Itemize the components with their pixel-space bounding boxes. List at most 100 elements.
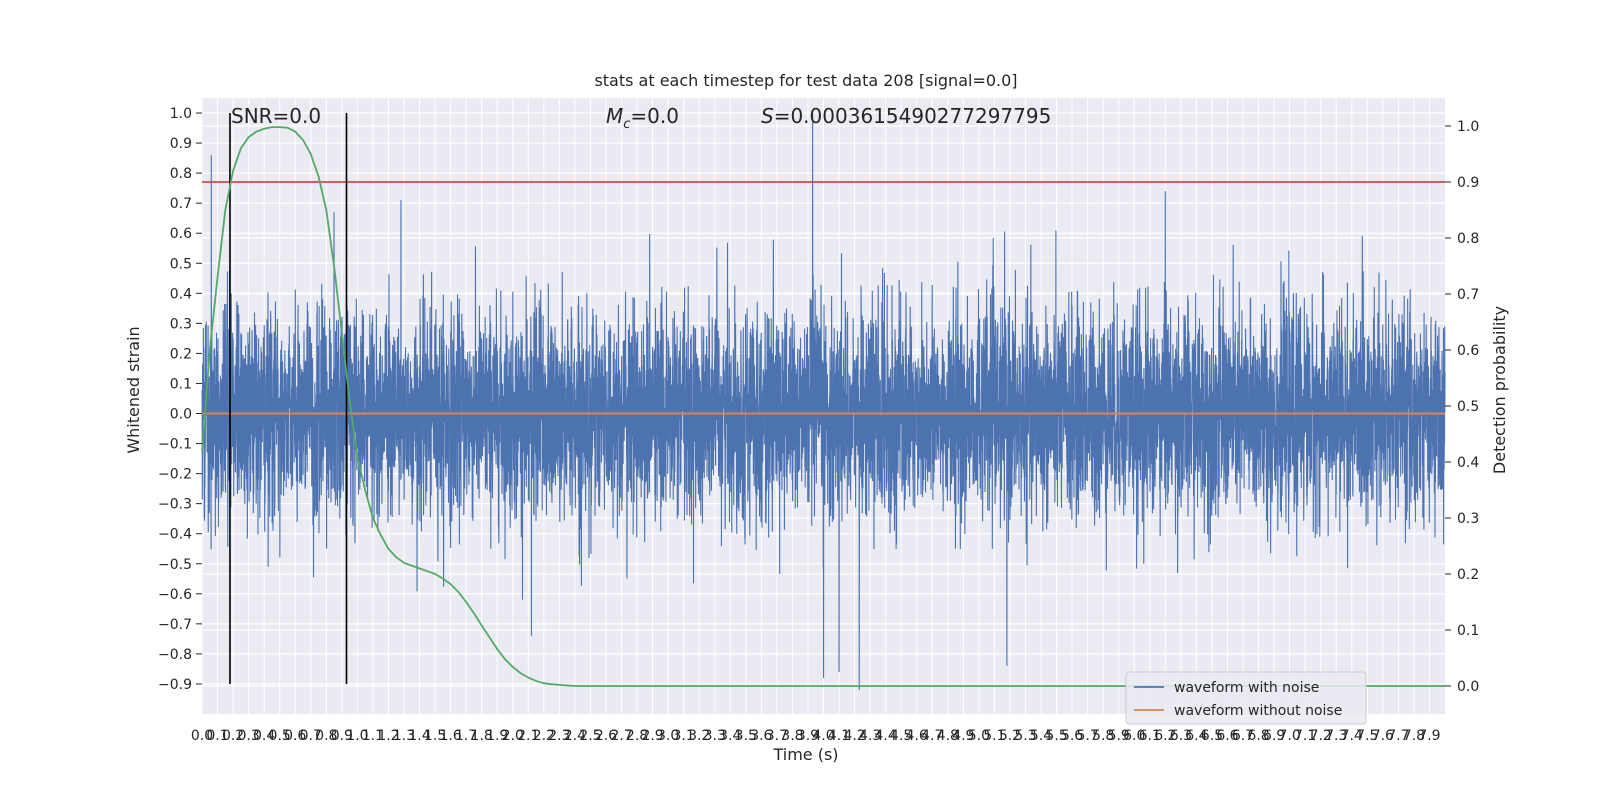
- y-tick-label: −0.9: [158, 677, 192, 693]
- x-tick-label: 0.5: [269, 728, 291, 744]
- y-tick-label: 0.5: [170, 256, 192, 272]
- right-y-tick-label: 0.7: [1457, 287, 1479, 303]
- x-tick-label: 1.9: [486, 728, 508, 744]
- y-tick-label: 0.1: [170, 376, 192, 392]
- y-tick-label: −0.7: [158, 617, 192, 633]
- x-tick-label: 7.6: [1372, 728, 1394, 744]
- x-tick-label: 7.0: [1278, 728, 1300, 744]
- y-tick-label: 0.4: [170, 286, 192, 302]
- mc-annotation: Mc=0.0: [606, 104, 679, 132]
- y-tick-label: 0.0: [170, 407, 192, 423]
- x-tick-label: 2.3: [548, 728, 570, 744]
- legend-box: [1125, 671, 1367, 725]
- y-tick-label: −0.5: [158, 557, 192, 573]
- x-tick-label: 1.7: [455, 728, 477, 744]
- x-tick-label: 6.7: [1232, 728, 1254, 744]
- x-tick-label: 7.3: [1325, 728, 1347, 744]
- x-tick-label: 2.1: [517, 728, 539, 744]
- x-tick-label: 5.7: [1077, 728, 1099, 744]
- x-tick-label: 2.9: [641, 728, 663, 744]
- y-axis-title: Whitened strain: [124, 326, 143, 453]
- y-tick-label: −0.6: [158, 587, 192, 603]
- x-tick-label: 1.4: [408, 728, 430, 744]
- x-tick-label: 0.1: [206, 728, 228, 744]
- x-tick-label: 4.0: [812, 728, 834, 744]
- x-tick-label: 4.5: [890, 728, 912, 744]
- x-tick-label: 7.1: [1294, 728, 1316, 744]
- x-tick-label: 5.3: [1014, 728, 1036, 744]
- x-tick-label: 6.8: [1247, 728, 1269, 744]
- x-tick-label: 4.2: [843, 728, 865, 744]
- x-tick-label: 4.6: [906, 728, 928, 744]
- x-tick-label: 5.9: [1108, 728, 1130, 744]
- y-tick-label: −0.1: [158, 437, 192, 453]
- x-tick-label: 0.7: [300, 728, 322, 744]
- x-tick-label: 3.9: [797, 728, 819, 744]
- y-tick-label: −0.3: [158, 497, 192, 513]
- x-tick-label: 6.3: [1170, 728, 1192, 744]
- x-axis-title: Time (s): [772, 745, 838, 764]
- series-waveform-with-noise: [201, 113, 1446, 690]
- y-tick-label: 0.9: [170, 136, 192, 152]
- legend-entry-label: waveform with noise: [1174, 680, 1319, 696]
- x-tick-label: 3.2: [688, 728, 710, 744]
- x-tick-label: 4.8: [937, 728, 959, 744]
- x-tick-label: 5.8: [1092, 728, 1114, 744]
- x-tick-label: 6.9: [1263, 728, 1285, 744]
- chart-title: stats at each timestep for test data 208…: [594, 71, 1017, 90]
- x-tick-label: 6.5: [1201, 728, 1223, 744]
- right-y-tick-label: 0.1: [1457, 623, 1479, 639]
- x-tick-label: 4.7: [921, 728, 943, 744]
- x-tick-label: 6.4: [1185, 728, 1207, 744]
- x-tick-label: 6.1: [1139, 728, 1161, 744]
- x-tick-label: 5.5: [1045, 728, 1067, 744]
- x-tick-label: 0.6: [284, 728, 306, 744]
- x-tick-label: 1.6: [439, 728, 461, 744]
- y-tick-label: 0.3: [170, 316, 192, 332]
- x-tick-label: 5.0: [968, 728, 990, 744]
- snr-annotation: SNR=0.0: [231, 104, 321, 128]
- x-tick-label: 7.2: [1310, 728, 1332, 744]
- x-tick-label: 4.4: [875, 728, 897, 744]
- x-tick-label: 0.8: [315, 728, 337, 744]
- x-tick-label: 0.9: [331, 728, 353, 744]
- x-tick-label: 5.4: [1030, 728, 1052, 744]
- x-tick-label: 2.2: [533, 728, 555, 744]
- y-tick-label: 0.7: [170, 196, 192, 212]
- x-tick-label: 5.6: [1061, 728, 1083, 744]
- right-y-tick-label: 0.2: [1457, 567, 1479, 583]
- y-tick-label: −0.2: [158, 467, 192, 483]
- y-tick-label: 1.0: [170, 106, 192, 122]
- x-tick-label: 6.6: [1216, 728, 1238, 744]
- legend-entry-label: waveform without noise: [1174, 703, 1342, 719]
- x-tick-label: 6.2: [1154, 728, 1176, 744]
- right-y-tick-label: 0.5: [1457, 399, 1479, 415]
- x-tick-label: 0.4: [253, 728, 275, 744]
- x-tick-label: 4.1: [828, 728, 850, 744]
- x-tick-label: 1.8: [471, 728, 493, 744]
- x-tick-label: 7.5: [1356, 728, 1378, 744]
- y-tick-label: 0.6: [170, 226, 192, 242]
- y-tick-label: 0.2: [170, 346, 192, 362]
- right-y-tick-label: 0.8: [1457, 231, 1479, 247]
- right-y-tick-label: 0.4: [1457, 455, 1479, 471]
- x-tick-label: 2.6: [595, 728, 617, 744]
- s-annotation: S=0.0003615490277297795: [761, 104, 1051, 128]
- y-tick-label: 0.8: [170, 166, 192, 182]
- x-tick-label: 4.3: [859, 728, 881, 744]
- right-y-tick-label: 0.6: [1457, 343, 1479, 359]
- x-tick-label: 4.9: [952, 728, 974, 744]
- series-detection-probability: [201, 126, 1445, 687]
- x-tick-label: 0.0: [191, 728, 213, 744]
- x-tick-label: 3.4: [719, 728, 741, 744]
- x-tick-label: 3.8: [781, 728, 803, 744]
- right-y-axis-title: Detection probability: [1490, 306, 1509, 474]
- x-tick-label: 3.3: [704, 728, 726, 744]
- x-tick-label: 6.0: [1123, 728, 1145, 744]
- x-tick-label: 2.7: [610, 728, 632, 744]
- x-tick-label: 1.0: [346, 728, 368, 744]
- y-tick-label: −0.4: [158, 527, 192, 543]
- x-tick-label: 0.2: [222, 728, 244, 744]
